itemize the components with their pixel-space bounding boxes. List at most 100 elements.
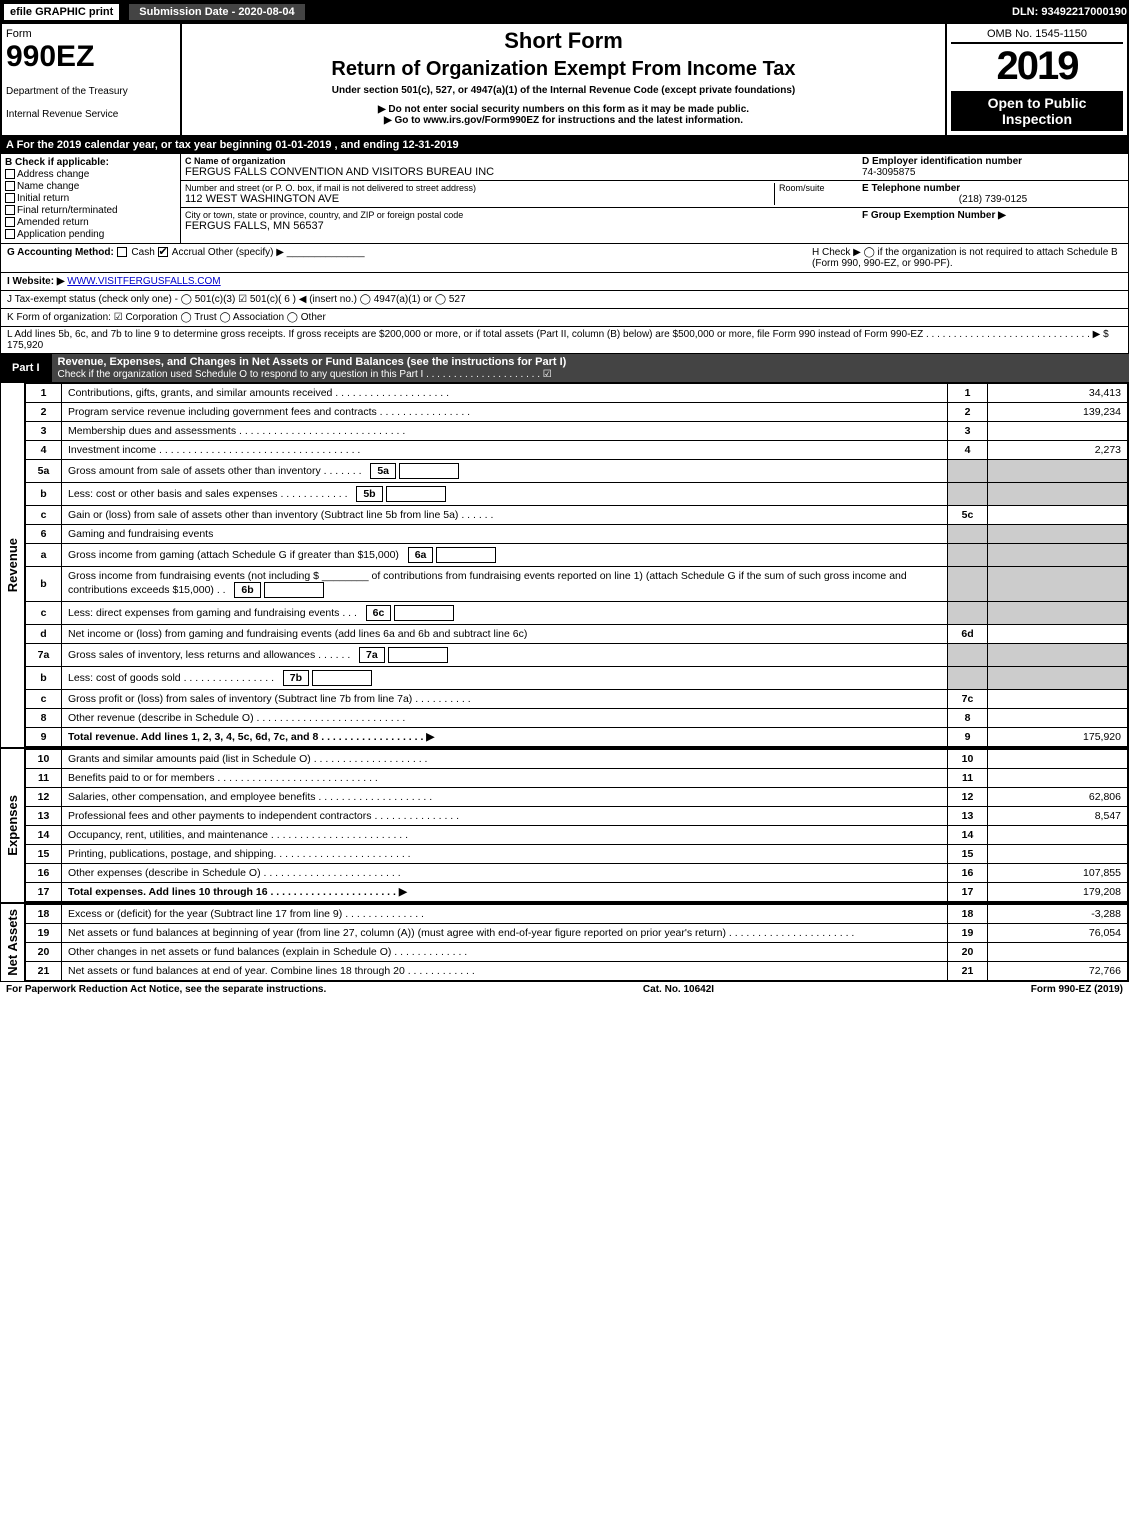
c-name-label: C Name of organization	[185, 156, 854, 166]
part1-strip: Part I Revenue, Expenses, and Changes in…	[0, 354, 1129, 382]
table-row: 17Total expenses. Add lines 10 through 1…	[26, 883, 1128, 902]
f-label: F Group Exemption Number ▶	[862, 210, 1124, 221]
chk-address-change[interactable]	[5, 169, 15, 179]
chk-name-change[interactable]	[5, 181, 15, 191]
e-label: E Telephone number	[862, 183, 1124, 194]
part1-title: Revenue, Expenses, and Changes in Net As…	[52, 354, 1129, 382]
table-row: 7aGross sales of inventory, less returns…	[26, 644, 1128, 667]
line-ref: 1	[948, 384, 988, 403]
info-block: B Check if applicable: Address change Na…	[0, 153, 1129, 244]
org-city: FERGUS FALLS, MN 56537	[185, 220, 854, 232]
lbl-address-change: Address change	[17, 169, 89, 180]
net-assets-section: Net Assets 18Excess or (deficit) for the…	[0, 903, 1129, 982]
part1-tab: Part I	[0, 358, 52, 378]
k-form-of-organization: K Form of organization: ☑ Corporation ◯ …	[0, 309, 1129, 327]
form-header: Form 990EZ Department of the Treasury In…	[0, 24, 1129, 137]
lbl-amended-return: Amended return	[17, 217, 89, 228]
table-row: bGross income from fundraising events (n…	[26, 567, 1128, 602]
table-row: cGross profit or (loss) from sales of in…	[26, 690, 1128, 709]
d-label: D Employer identification number	[862, 156, 1124, 167]
omb-number: OMB No. 1545-1150	[951, 28, 1123, 44]
a-calendar-year: A For the 2019 calendar year, or tax yea…	[0, 137, 1129, 153]
website-link[interactable]: WWW.VISITFERGUSFALLS.COM	[67, 276, 220, 287]
i-label: I Website: ▶	[7, 276, 65, 287]
tax-year: 2019	[951, 44, 1123, 89]
table-row: bLess: cost of goods sold . . . . . . . …	[26, 667, 1128, 690]
b-title: B Check if applicable:	[5, 157, 176, 168]
footer-left: For Paperwork Reduction Act Notice, see …	[6, 984, 326, 995]
lbl-initial-return: Initial return	[17, 193, 69, 204]
table-row: 14Occupancy, rent, utilities, and mainte…	[26, 826, 1128, 845]
subtitle-2: ▶ Do not enter social security numbers o…	[186, 104, 941, 115]
table-row: 2Program service revenue including gover…	[26, 403, 1128, 422]
revenue-sidelabel: Revenue	[5, 538, 20, 592]
top-bar: efile GRAPHIC print Submission Date - 20…	[0, 0, 1129, 24]
page-footer: For Paperwork Reduction Act Notice, see …	[0, 982, 1129, 997]
lbl-other-specify: Other (specify) ▶	[208, 247, 284, 258]
table-row: bLess: cost or other basis and sales exp…	[26, 483, 1128, 506]
section-c-org: C Name of organization FERGUS FALLS CONV…	[181, 154, 858, 243]
lbl-application-pending: Application pending	[17, 229, 104, 240]
table-row: 3Membership dues and assessments . . . .…	[26, 422, 1128, 441]
g-accounting-method: G Accounting Method: Cash Accrual Other …	[7, 247, 812, 269]
chk-final-return[interactable]	[5, 205, 15, 215]
section-d-e-f: D Employer identification number 74-3095…	[858, 154, 1128, 243]
chk-cash[interactable]	[117, 247, 127, 257]
subtitle-3: ▶ Go to www.irs.gov/Form990EZ for instru…	[186, 115, 941, 126]
chk-accrual[interactable]	[158, 247, 168, 257]
expenses-sidelabel: Expenses	[5, 795, 20, 856]
table-row: 15Printing, publications, postage, and s…	[26, 845, 1128, 864]
table-row: 6Gaming and fundraising events	[26, 525, 1128, 544]
form-label: Form	[6, 28, 176, 40]
line-val: 34,413	[988, 384, 1128, 403]
table-row: 5aGross amount from sale of assets other…	[26, 460, 1128, 483]
g-label: G Accounting Method:	[7, 247, 114, 258]
c-city-label: City or town, state or province, country…	[185, 210, 854, 220]
open-to-public: Open to Public	[953, 95, 1121, 111]
chk-amended-return[interactable]	[5, 217, 15, 227]
submission-date-box: Submission Date - 2020-08-04	[127, 2, 306, 22]
i-website-row: I Website: ▶ WWW.VISITFERGUSFALLS.COM	[0, 273, 1129, 291]
inspection-box: Open to Public Inspection	[951, 91, 1123, 131]
chk-initial-return[interactable]	[5, 193, 15, 203]
dln-text: DLN: 93492217000190	[1012, 6, 1127, 18]
revenue-table: 1Contributions, gifts, grants, and simil…	[25, 383, 1128, 747]
table-row: aGross income from gaming (attach Schedu…	[26, 544, 1128, 567]
table-row: 19Net assets or fund balances at beginni…	[26, 924, 1128, 943]
lbl-cash: Cash	[131, 247, 154, 258]
lbl-accrual: Accrual	[172, 247, 205, 258]
dept-irs: Internal Revenue Service	[6, 109, 176, 120]
table-row: 10Grants and similar amounts paid (list …	[26, 750, 1128, 769]
efile-print-box: efile GRAPHIC print	[2, 2, 121, 22]
j-tax-exempt-status: J Tax-exempt status (check only one) - ◯…	[0, 291, 1129, 309]
expenses-section: Expenses 10Grants and similar amounts pa…	[0, 748, 1129, 903]
main-title: Return of Organization Exempt From Incom…	[186, 58, 941, 81]
expenses-table: 10Grants and similar amounts paid (list …	[25, 749, 1128, 902]
l-gross-receipts-note: L Add lines 5b, 6c, and 7b to line 9 to …	[0, 327, 1129, 354]
table-row: 8Other revenue (describe in Schedule O) …	[26, 709, 1128, 728]
h-schedule-b: H Check ▶ ◯ if the organization is not r…	[812, 247, 1122, 269]
line-num: 1	[26, 384, 62, 403]
org-addr: 112 WEST WASHINGTON AVE	[185, 193, 774, 205]
subtitle-1: Under section 501(c), 527, or 4947(a)(1)…	[186, 85, 941, 96]
lbl-final-return: Final return/terminated	[17, 205, 118, 216]
table-row: cLess: direct expenses from gaming and f…	[26, 602, 1128, 625]
telephone-value: (218) 739-0125	[862, 194, 1124, 205]
table-row: 12Salaries, other compensation, and empl…	[26, 788, 1128, 807]
inspection-text: Inspection	[953, 111, 1121, 127]
org-name: FERGUS FALLS CONVENTION AND VISITORS BUR…	[185, 166, 854, 178]
short-form-title: Short Form	[186, 28, 941, 54]
irs-link[interactable]: www.irs.gov/Form990EZ	[423, 115, 539, 126]
table-row: 16Other expenses (describe in Schedule O…	[26, 864, 1128, 883]
footer-mid: Cat. No. 10642I	[643, 984, 714, 995]
chk-application-pending[interactable]	[5, 229, 15, 239]
section-b-checkboxes: B Check if applicable: Address change Na…	[1, 154, 181, 243]
table-row: 20Other changes in net assets or fund ba…	[26, 943, 1128, 962]
revenue-section: Revenue 1Contributions, gifts, grants, a…	[0, 382, 1129, 748]
c-addr-label: Number and street (or P. O. box, if mail…	[185, 183, 774, 193]
table-row: 11Benefits paid to or for members . . . …	[26, 769, 1128, 788]
room-suite-label: Room/suite	[774, 183, 854, 205]
lbl-name-change: Name change	[17, 181, 79, 192]
table-row: dNet income or (loss) from gaming and fu…	[26, 625, 1128, 644]
table-row: 9Total revenue. Add lines 1, 2, 3, 4, 5c…	[26, 728, 1128, 747]
